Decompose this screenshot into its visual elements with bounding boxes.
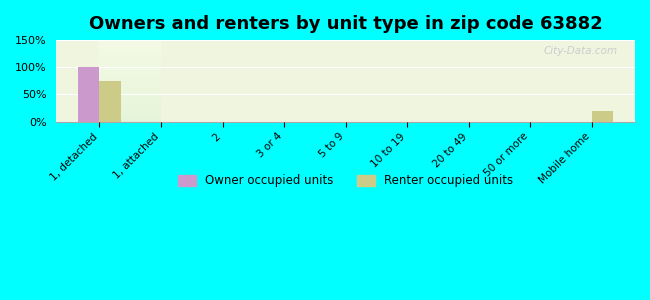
Legend: Owner occupied units, Renter occupied units: Owner occupied units, Renter occupied un…	[174, 170, 518, 192]
Text: City-Data.com: City-Data.com	[543, 46, 618, 56]
Bar	[99, 81, 121, 122]
Title: Owners and renters by unit type in zip code 63882: Owners and renters by unit type in zip c…	[89, 15, 603, 33]
Bar	[592, 111, 614, 122]
Bar	[78, 67, 99, 122]
